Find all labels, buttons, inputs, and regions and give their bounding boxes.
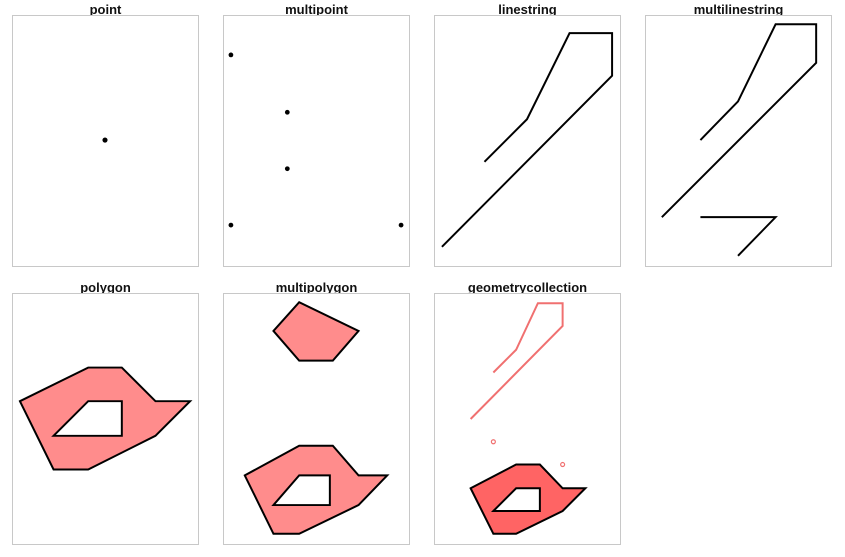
point-geometry bbox=[102, 137, 108, 143]
plot-frame bbox=[223, 293, 410, 545]
panel-multipolygon: multipolygon bbox=[223, 279, 410, 546]
panel-title: linestring bbox=[498, 2, 557, 17]
panel-linestring: linestring bbox=[434, 0, 621, 267]
panel-geometrycollection: geometrycollection bbox=[434, 279, 621, 546]
panel-point: point bbox=[12, 0, 199, 267]
plot-frame bbox=[645, 15, 832, 267]
panel-title: point bbox=[89, 2, 122, 17]
panel-title: geometrycollection bbox=[467, 280, 588, 295]
linestring-geometry bbox=[441, 32, 614, 248]
multipolygon-geometry bbox=[243, 301, 390, 535]
multilinestring-geometry bbox=[661, 23, 818, 257]
plot-frame bbox=[223, 15, 410, 267]
panel-multipoint: multipoint bbox=[223, 0, 410, 267]
panel-multilinestring: multilinestring bbox=[645, 0, 832, 267]
panel-title: polygon bbox=[80, 280, 131, 295]
plot-frame bbox=[12, 293, 199, 545]
polygon-geometry bbox=[18, 366, 193, 471]
panel-title: multipolygon bbox=[275, 280, 358, 295]
plot-frame bbox=[12, 15, 199, 267]
geometrycollection-geometry bbox=[469, 302, 588, 535]
panel-polygon: polygon bbox=[12, 279, 199, 546]
plot-frame bbox=[434, 293, 621, 545]
panel-title: multilinestring bbox=[693, 2, 784, 17]
multipoint-geometry bbox=[228, 52, 404, 228]
panel-title: multipoint bbox=[285, 2, 348, 17]
plot-frame bbox=[434, 15, 621, 267]
